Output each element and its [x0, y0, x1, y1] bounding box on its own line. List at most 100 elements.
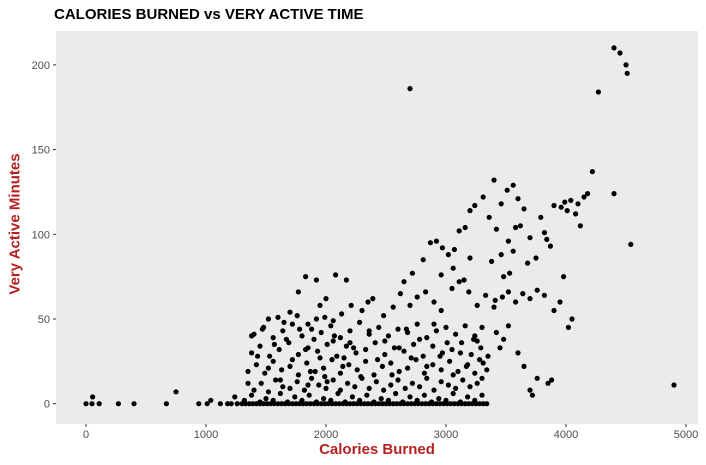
- data-point: [411, 342, 416, 347]
- data-point: [500, 294, 505, 299]
- data-point: [374, 379, 379, 384]
- data-point: [279, 367, 284, 372]
- data-point: [407, 303, 412, 308]
- data-point: [458, 399, 463, 404]
- data-point: [447, 359, 452, 364]
- data-point: [340, 364, 345, 369]
- data-point: [355, 367, 360, 372]
- data-point: [440, 245, 445, 250]
- data-point: [309, 376, 314, 381]
- data-point: [430, 344, 435, 349]
- data-point: [479, 393, 484, 398]
- x-tick-label: 3000: [434, 429, 458, 441]
- data-point: [331, 377, 336, 382]
- data-point: [484, 367, 489, 372]
- data-point: [382, 352, 387, 357]
- data-point: [347, 328, 352, 333]
- data-point: [409, 355, 414, 360]
- data-point: [242, 398, 247, 403]
- data-point: [404, 327, 409, 332]
- data-point: [371, 372, 376, 377]
- data-point: [346, 362, 351, 367]
- data-point: [439, 379, 444, 384]
- data-point: [131, 401, 136, 406]
- data-point: [266, 389, 271, 394]
- data-point: [305, 382, 310, 387]
- data-point: [623, 62, 628, 67]
- data-point: [323, 386, 328, 391]
- data-point: [395, 327, 400, 332]
- data-point: [370, 296, 375, 301]
- data-point: [307, 393, 312, 398]
- data-point: [483, 293, 488, 298]
- data-point: [257, 344, 262, 349]
- data-point: [422, 371, 427, 376]
- data-point: [459, 340, 464, 345]
- data-point: [345, 381, 350, 386]
- data-point: [277, 347, 282, 352]
- data-point: [280, 328, 285, 333]
- data-point: [266, 316, 271, 321]
- data-point: [267, 354, 272, 359]
- data-point: [477, 357, 482, 362]
- data-point: [296, 289, 301, 294]
- data-point: [457, 279, 462, 284]
- data-point: [325, 342, 330, 347]
- data-point: [518, 223, 523, 228]
- data-point: [611, 191, 616, 196]
- data-point: [398, 291, 403, 296]
- data-point: [341, 355, 346, 360]
- data-point: [457, 228, 462, 233]
- data-point: [472, 371, 477, 376]
- data-point: [590, 169, 595, 174]
- data-point: [497, 345, 502, 350]
- data-point: [235, 401, 240, 406]
- data-point: [625, 71, 630, 76]
- data-point: [521, 206, 526, 211]
- data-point: [451, 391, 456, 396]
- data-point: [266, 366, 271, 371]
- data-point: [472, 203, 477, 208]
- data-point: [347, 340, 352, 345]
- data-point: [511, 249, 516, 254]
- data-point: [422, 393, 427, 398]
- data-point: [331, 318, 336, 323]
- data-point: [376, 325, 381, 330]
- data-point: [344, 277, 349, 282]
- data-point: [566, 325, 571, 330]
- x-tick-label: 0: [83, 429, 89, 441]
- data-point: [352, 384, 357, 389]
- data-point: [315, 349, 320, 354]
- data-point: [353, 350, 358, 355]
- data-point: [339, 311, 344, 316]
- data-point: [424, 364, 429, 369]
- data-point: [475, 303, 480, 308]
- data-point: [513, 299, 518, 304]
- data-point: [290, 322, 295, 327]
- data-point: [535, 288, 540, 293]
- data-point: [392, 345, 397, 350]
- data-point: [278, 391, 283, 396]
- data-point: [313, 369, 318, 374]
- data-point: [328, 323, 333, 328]
- data-point: [249, 350, 254, 355]
- data-point: [551, 308, 556, 313]
- data-point: [397, 345, 402, 350]
- data-point: [429, 399, 434, 404]
- data-point: [484, 401, 489, 406]
- data-point: [530, 393, 535, 398]
- data-point: [357, 320, 362, 325]
- x-tick-label: 4000: [554, 429, 578, 441]
- data-point: [325, 379, 330, 384]
- data-point: [379, 396, 384, 401]
- data-point: [436, 396, 441, 401]
- data-point: [281, 320, 286, 325]
- data-point: [271, 359, 276, 364]
- data-point: [314, 277, 319, 282]
- data-point: [471, 337, 476, 342]
- data-point: [617, 50, 622, 55]
- data-point: [575, 201, 580, 206]
- data-point: [251, 388, 256, 393]
- data-point: [446, 252, 451, 257]
- data-point: [501, 274, 506, 279]
